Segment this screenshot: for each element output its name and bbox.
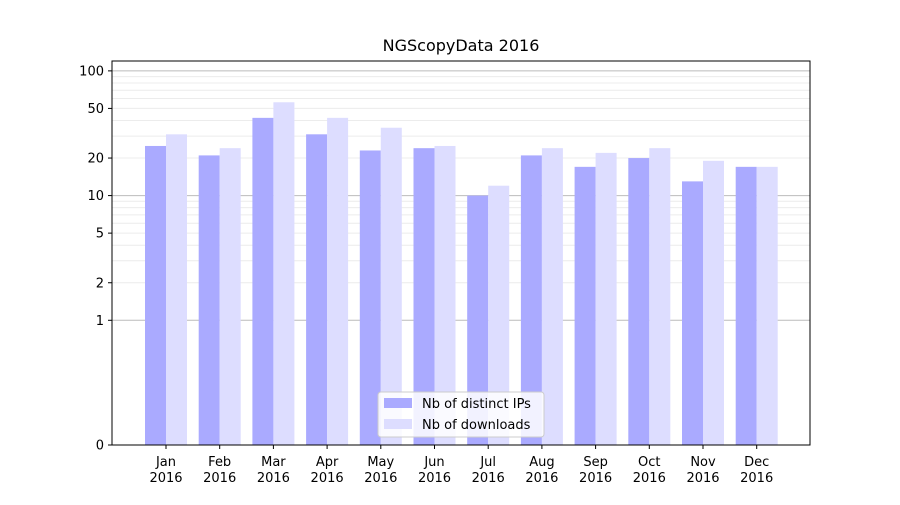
x-tick-label-month: Aug — [529, 455, 554, 470]
x-tick-label-year: 2016 — [364, 471, 397, 486]
bar-distinct-ips — [198, 155, 220, 445]
x-tick-label-month: Jan — [155, 455, 176, 470]
bar-downloads — [380, 127, 402, 445]
x-tick-label-month: Nov — [690, 455, 716, 470]
bar-downloads — [166, 134, 187, 445]
chart-title: NGScopyData 2016 — [383, 36, 540, 55]
x-tick-label-month: Mar — [261, 455, 286, 470]
x-axis-ticks: Jan2016Feb2016Mar2016Apr2016May2016Jun20… — [149, 445, 773, 486]
bar-distinct-ips — [682, 181, 703, 445]
y-tick-label: 2 — [96, 276, 104, 291]
bar-downloads — [327, 117, 349, 445]
x-tick-label-year: 2016 — [579, 471, 612, 486]
bar-distinct-ips — [145, 145, 166, 446]
legend-label-distinct-ips: Nb of distinct IPs — [422, 397, 531, 412]
x-tick-label-month: Dec — [744, 455, 769, 470]
bar-distinct-ips — [413, 148, 435, 445]
bar-distinct-ips — [574, 166, 596, 445]
bar-downloads — [434, 145, 456, 446]
x-tick-label-year: 2016 — [149, 471, 182, 486]
x-tick-label-year: 2016 — [633, 471, 666, 486]
x-tick-label-year: 2016 — [203, 471, 236, 486]
legend-label-downloads: Nb of downloads — [422, 418, 531, 433]
bar-downloads — [703, 160, 724, 445]
bar-distinct-ips — [628, 158, 650, 445]
y-tick-label: 5 — [96, 227, 104, 242]
x-tick-label-year: 2016 — [740, 471, 773, 486]
bar-distinct-ips — [467, 195, 489, 445]
x-tick-label-year: 2016 — [257, 471, 290, 486]
bar-downloads — [219, 148, 241, 445]
x-tick-label-month: Apr — [316, 455, 339, 470]
bar-downloads — [756, 166, 778, 445]
x-tick-label-year: 2016 — [311, 471, 344, 486]
x-tick-label-month: Jul — [479, 455, 496, 470]
x-tick-label-year: 2016 — [686, 471, 719, 486]
x-tick-label-year: 2016 — [418, 471, 451, 486]
bar-downloads — [488, 185, 510, 445]
x-tick-label-month: Feb — [208, 455, 231, 470]
x-tick-label-month: May — [367, 455, 394, 470]
bars — [145, 102, 778, 446]
x-tick-label-month: Jun — [423, 455, 444, 470]
y-tick-label: 20 — [87, 152, 104, 167]
x-tick-label-month: Oct — [638, 455, 660, 470]
bar-distinct-ips — [359, 150, 381, 445]
x-tick-label-month: Sep — [583, 455, 608, 470]
y-tick-label: 100 — [79, 64, 104, 79]
legend: Nb of distinct IPs Nb of downloads — [377, 391, 545, 438]
bar-distinct-ips — [306, 134, 328, 445]
x-tick-label-year: 2016 — [472, 471, 505, 486]
y-axis-ticks: 0 1 2 5 10 20 50 100 — [79, 64, 112, 454]
legend-swatch-downloads — [384, 419, 412, 429]
bar-distinct-ips — [520, 155, 542, 445]
bar-downloads — [595, 152, 617, 445]
bar-downloads — [649, 148, 671, 445]
bar-distinct-ips — [735, 166, 757, 445]
y-tick-label: 50 — [87, 102, 104, 117]
plot-frame — [111, 60, 811, 446]
y-tick-label: 1 — [96, 314, 104, 329]
legend-swatch-distinct-ips — [384, 398, 412, 408]
bar-distinct-ips — [252, 117, 274, 445]
legend-box — [377, 391, 545, 438]
y-tick-label: 0 — [96, 439, 104, 454]
y-tick-label: 10 — [87, 189, 104, 204]
x-tick-label-year: 2016 — [525, 471, 558, 486]
bar-downloads — [273, 102, 295, 446]
bar-downloads — [541, 148, 563, 445]
